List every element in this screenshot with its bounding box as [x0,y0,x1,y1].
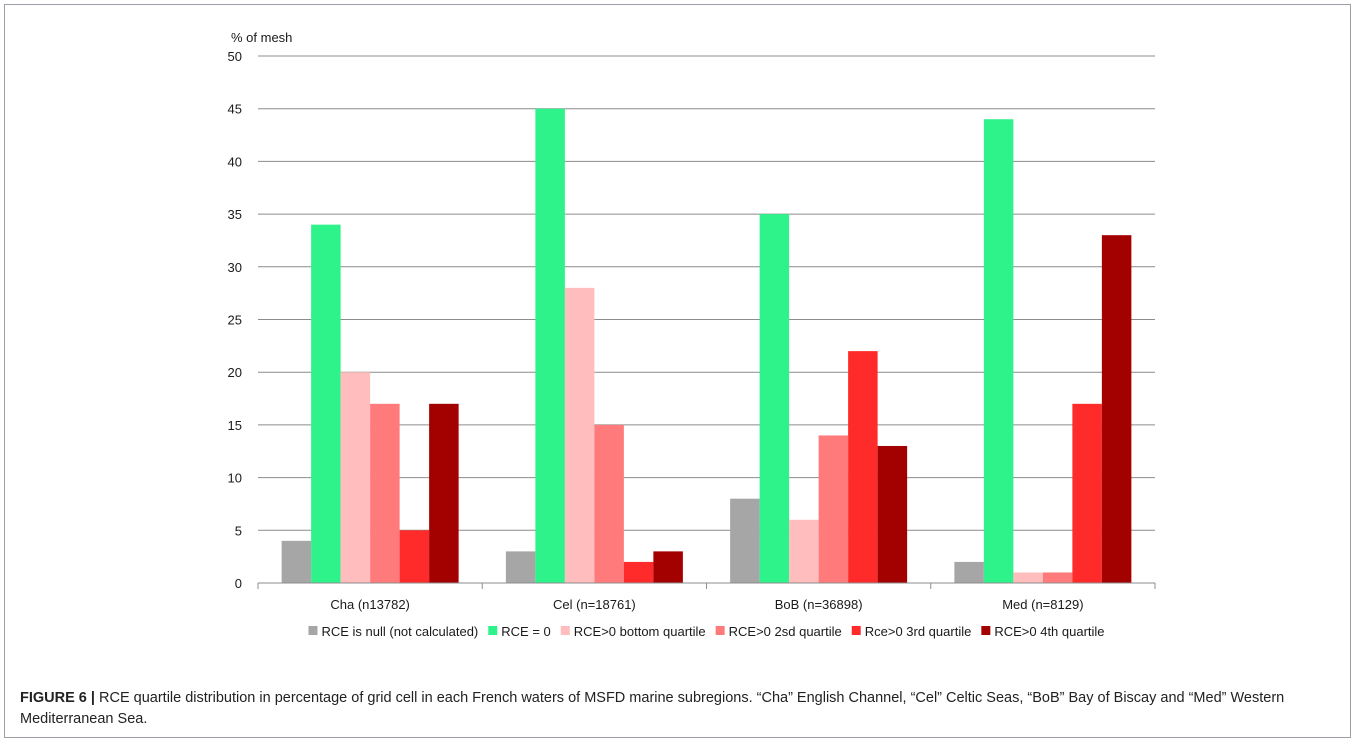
legend-swatch [851,626,861,635]
bar [564,287,595,583]
y-tick-label: 10 [228,471,242,486]
y-tick-label: 45 [228,102,242,117]
bar [535,108,565,583]
y-tick-label: 0 [235,576,242,591]
bar [730,498,760,583]
bar [653,551,683,583]
bar [370,403,400,583]
legend-swatch [488,626,498,635]
y-tick-label: 40 [228,154,242,169]
bar [789,519,819,583]
x-tick-label: Med (n=8129) [1002,597,1083,612]
bar [1042,572,1073,583]
legend-label: RCE>0 2sd quartile [729,624,842,639]
bar [877,445,908,583]
x-axis: Cha (n13782) Cel (n=18761) BoB (n=36898) Me… [257,582,1156,612]
bar [1101,235,1132,583]
bars [281,108,1132,584]
x-tick-label: Cha (n13782) [330,597,410,612]
legend-swatch [715,626,725,635]
caption-text: RCE quartile distribution in percentage … [20,690,1285,727]
legend-label: Rce>0 3rd quartile [865,624,972,639]
x-tick-label: Cel (n=18761) [553,597,636,612]
bar [759,214,790,583]
bar [983,119,1014,584]
y-axis-ticks: 0 5 10 15 20 25 30 35 40 45 50 [228,49,242,591]
figure-label: FIGURE 6 | [20,690,95,706]
y-tick-label: 50 [228,49,242,64]
y-tick-label: 25 [228,313,242,328]
legend-items: RCE is null (not calculated) RCE = 0 RCE>0… [308,624,1105,639]
y-tick-label: 15 [228,418,242,433]
x-tick-label: BoB (n=36898) [775,597,863,612]
bar [281,540,312,583]
bar [1013,572,1043,583]
bar [594,424,624,583]
bar [848,351,878,583]
y-tick-label: 30 [228,260,242,275]
bar [818,435,849,583]
bar-chart: 0 5 10 15 20 25 30 35 40 45 50 % of mesh Cha (n137… [228,30,1156,639]
y-axis-label: % of mesh [231,30,292,45]
bar [311,224,341,583]
bar [1072,403,1102,583]
y-tick-label: 5 [235,523,242,538]
legend-swatch [560,626,570,635]
bar [954,561,984,583]
bar [429,403,459,583]
bar [340,372,371,583]
legend-swatch [981,626,991,635]
legend: RCE is null (not calculated) RCE = 0 RCE>0… [308,624,1105,639]
legend-swatch [308,626,318,635]
y-tick-label: 20 [228,365,242,380]
y-tick-label: 35 [228,207,242,222]
bar [399,530,430,583]
legend-label: RCE = 0 [501,624,551,639]
figure-caption: FIGURE 6 | RCE quartile distribution in … [20,688,1340,730]
bar [623,561,654,583]
legend-label: RCE>0 bottom quartile [574,624,706,639]
bar [505,551,536,583]
legend-label: RCE is null (not calculated) [321,624,478,639]
legend-label: RCE>0 4th quartile [994,624,1104,639]
